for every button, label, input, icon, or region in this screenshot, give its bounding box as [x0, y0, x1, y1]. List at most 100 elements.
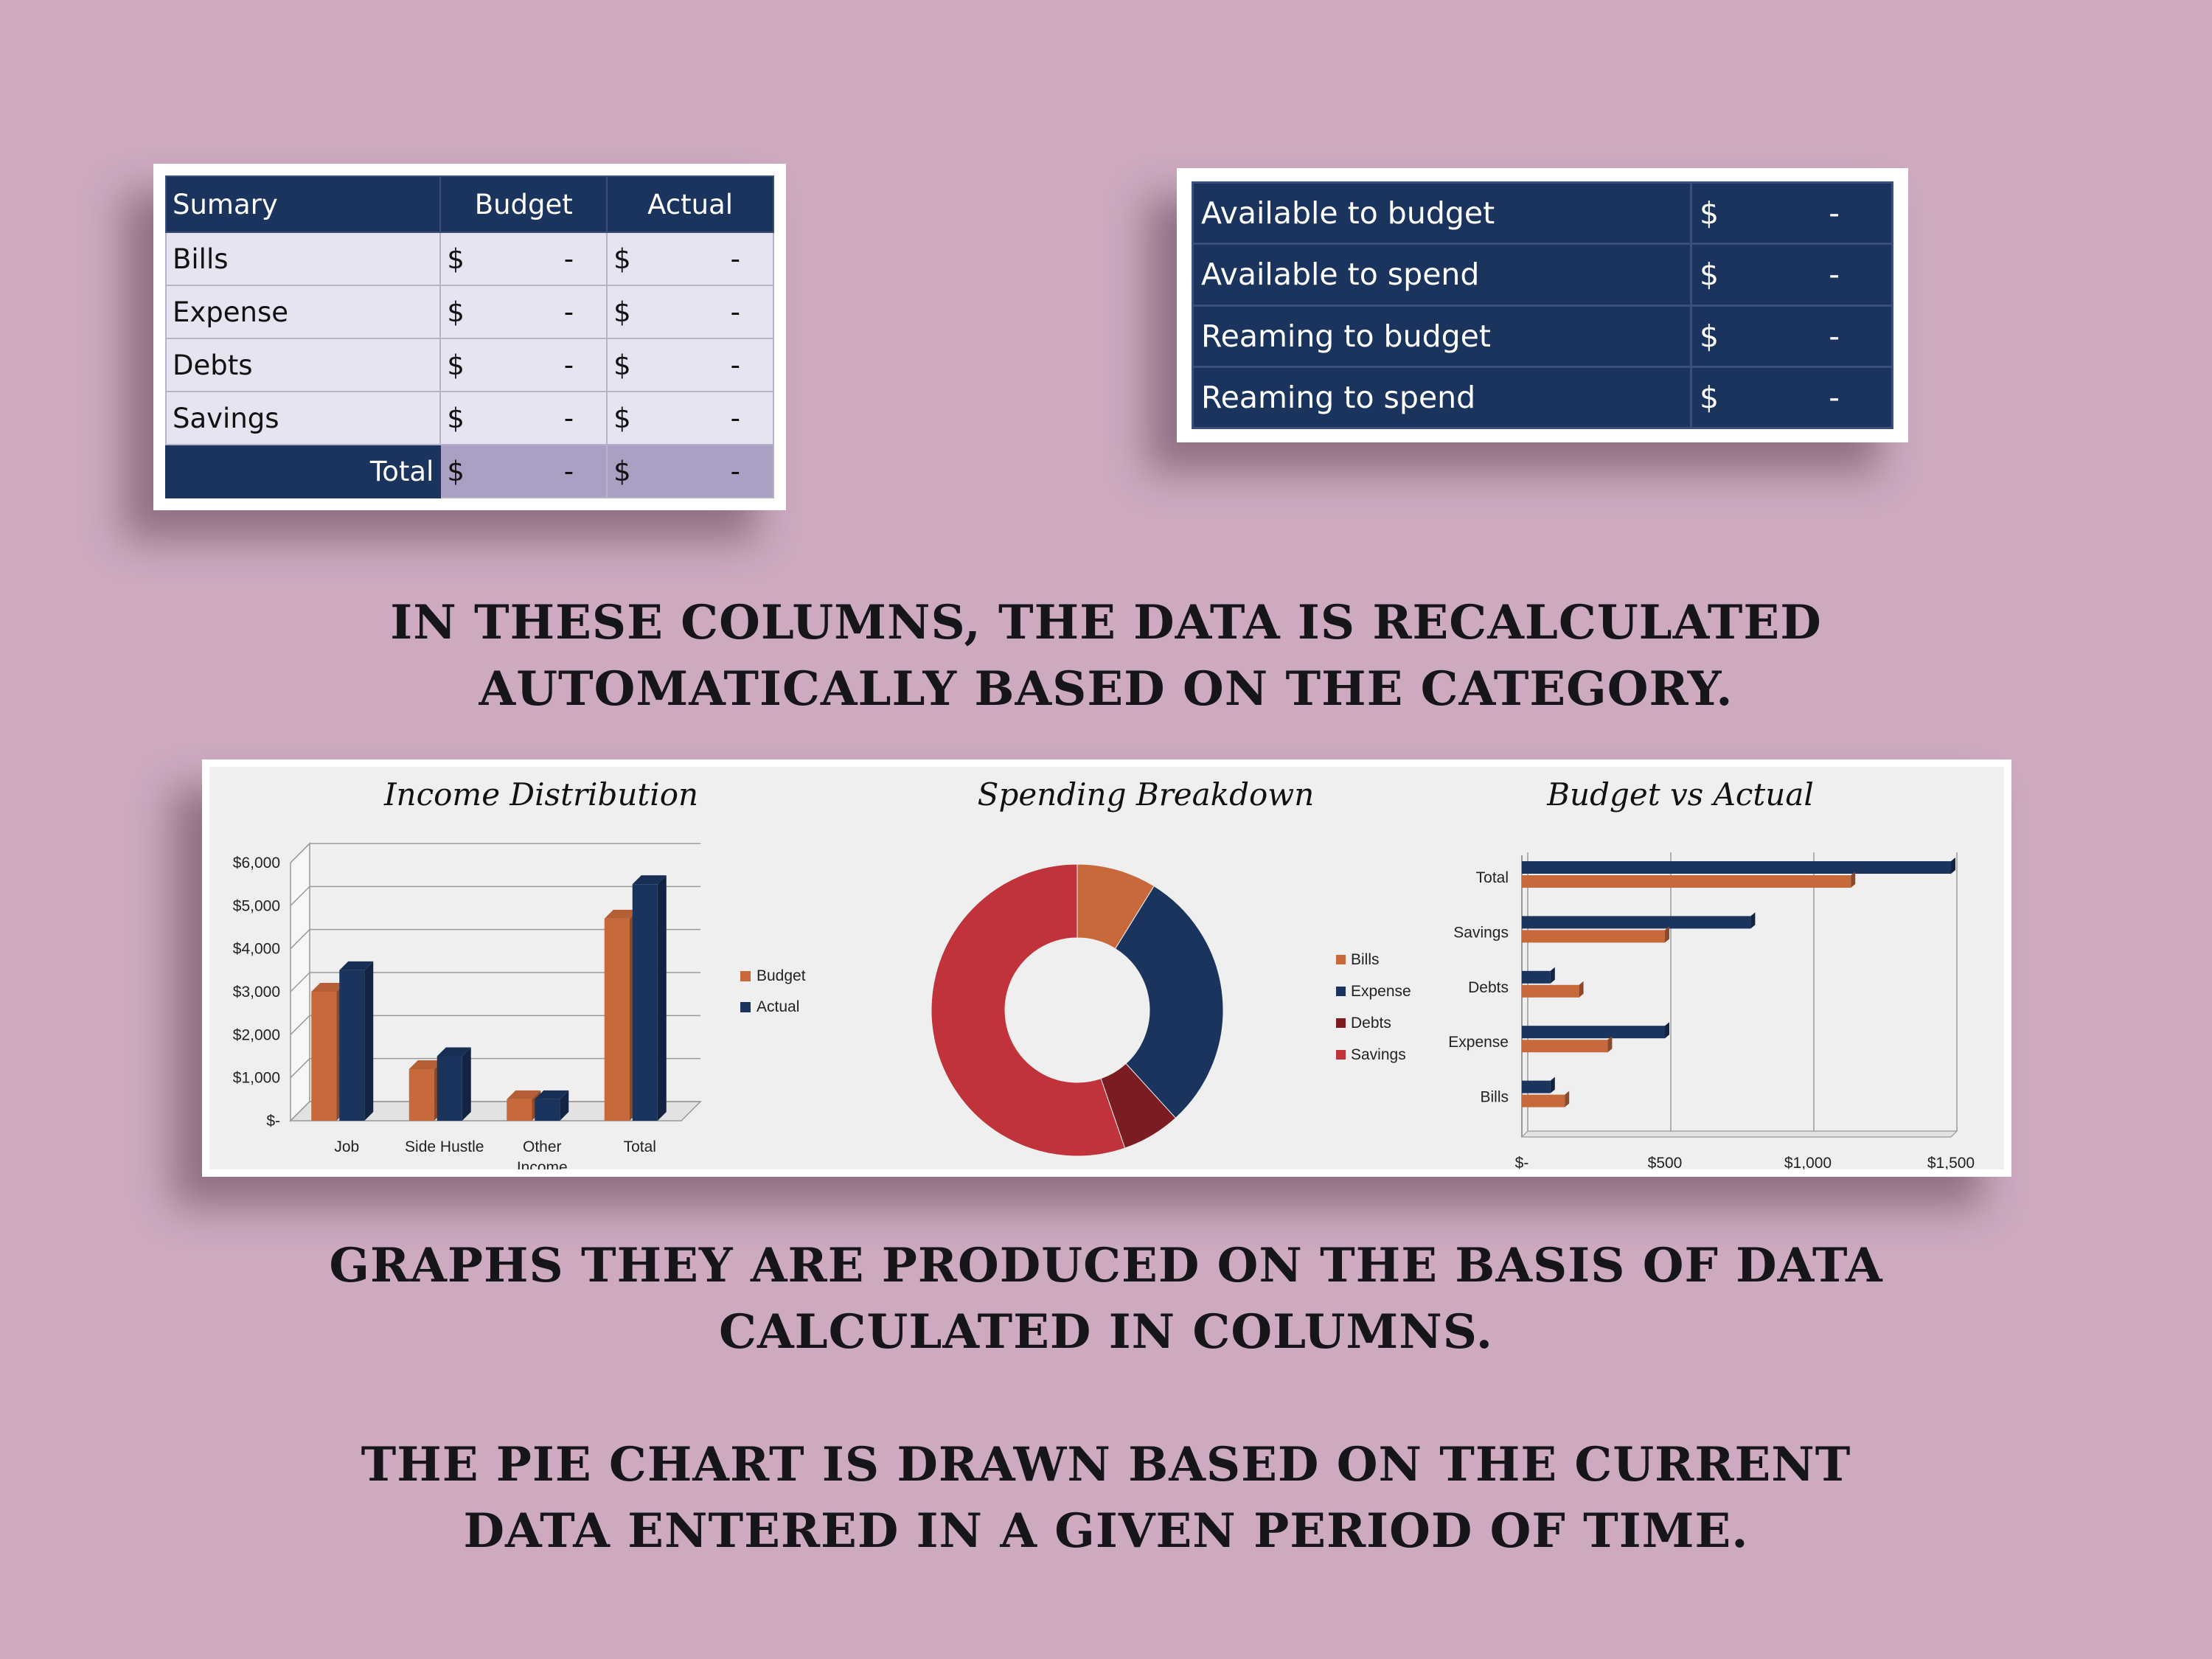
- bar-top: [507, 1090, 541, 1099]
- currency-symbol: $: [613, 455, 631, 487]
- floor: [1520, 1130, 1958, 1138]
- y-tick-label: Savings: [1453, 924, 1509, 941]
- summary-budget-cell[interactable]: $ -: [439, 232, 608, 286]
- summary-header-actual: Actual: [606, 175, 774, 233]
- bar-budget: [1522, 1040, 1608, 1053]
- summary-header-label: Sumary: [164, 175, 442, 233]
- x-tick-label: $-: [1515, 1155, 1529, 1169]
- chart-title: Income Distribution: [383, 776, 698, 813]
- legend-label: Savings: [1351, 1046, 1406, 1063]
- x-tick-label: $1,500: [1927, 1155, 1975, 1169]
- availability-row: Available to budget $ -: [1192, 181, 1893, 246]
- currency-symbol: $: [447, 243, 465, 275]
- bar-budget: [1522, 930, 1665, 943]
- caption-recalculation: IN THESE COLUMNS, THE DATA IS RECALCULAT…: [0, 590, 2212, 723]
- bar-budget: [1522, 1094, 1565, 1107]
- bar-budget: [1522, 875, 1851, 888]
- bar-actual: [632, 884, 658, 1121]
- summary-row-expense: Expense $ - $ -: [164, 285, 774, 339]
- summary-actual-cell[interactable]: $ -: [606, 232, 774, 286]
- charts-panel: Income Distribution $- $1,000 $2,000 $3,000 $…: [202, 759, 2011, 1177]
- availability-value: -: [1829, 257, 1840, 293]
- bar-side: [364, 961, 374, 1121]
- summary-actual-cell[interactable]: $ -: [606, 285, 774, 339]
- y-tick-label: $1,000: [233, 1070, 280, 1087]
- y-tick-label: $2,000: [233, 1026, 280, 1043]
- budget-value: -: [563, 243, 574, 275]
- currency-symbol: $: [1700, 379, 1719, 415]
- bar-top: [535, 1090, 569, 1099]
- summary-row-debts: Debts $ - $ -: [164, 338, 774, 392]
- currency-symbol: $: [613, 349, 631, 381]
- summary-actual-cell[interactable]: $ -: [606, 391, 774, 445]
- x-tick-label: $500: [1648, 1155, 1683, 1169]
- y-tick-label: $3,000: [233, 984, 280, 1001]
- summary-header-row: Sumary Budget Actual: [164, 175, 774, 233]
- bar-budget: [507, 1099, 532, 1121]
- summary-row-bills: Bills $ - $ -: [164, 232, 774, 286]
- bar-top: [632, 875, 667, 885]
- bar-side: [1951, 858, 1955, 874]
- availability-value: -: [1829, 318, 1840, 354]
- bar-side: [1565, 1091, 1570, 1107]
- summary-total-budget-cell: $ -: [439, 444, 608, 498]
- bar-side: [1550, 967, 1555, 984]
- bar-side: [1550, 1077, 1555, 1093]
- charts-canvas: Income Distribution $- $1,000 $2,000 $3,000 $…: [233, 776, 1975, 1169]
- y-tick-label: Total: [1476, 869, 1509, 886]
- caption-line: IN THESE COLUMNS, THE DATA IS RECALCULAT…: [390, 595, 1822, 650]
- summary-total-actual-cell: $ -: [606, 444, 774, 498]
- bar-side: [560, 1090, 569, 1121]
- bar-actual: [1522, 861, 1951, 874]
- budget-value: -: [563, 402, 574, 434]
- chart-title: Budget vs Actual: [1546, 776, 1814, 813]
- summary-table-card: Sumary Budget Actual Bills $ - $ - Expense…: [153, 164, 786, 510]
- spending-breakdown-chart: Spending Breakdown Bills Expense Debts Savin…: [931, 776, 1411, 1157]
- legend-swatch: [740, 1002, 751, 1012]
- availability-row: Reaming to spend $ -: [1192, 365, 1893, 430]
- budget-value: -: [563, 349, 574, 381]
- gridline: [290, 886, 700, 906]
- summary-budget-cell[interactable]: $ -: [439, 338, 608, 392]
- availability-label: Available to budget: [1192, 181, 1692, 246]
- gridline: [290, 1015, 700, 1035]
- summary-budget-cell[interactable]: $ -: [439, 285, 608, 339]
- caption-line: CALCULATED IN COLUMNS.: [719, 1304, 1493, 1360]
- bar-actual: [1522, 1080, 1551, 1093]
- availability-value: -: [1829, 195, 1840, 232]
- bar-top: [408, 1060, 443, 1069]
- bar-budget: [604, 918, 630, 1121]
- availability-label: Reaming to budget: [1192, 304, 1692, 368]
- y-tick-label: Bills: [1480, 1089, 1509, 1106]
- bar-budget: [408, 1069, 434, 1121]
- bar-top: [437, 1047, 471, 1057]
- bar-side: [1851, 872, 1856, 888]
- summary-budget-cell[interactable]: $ -: [439, 391, 608, 445]
- legend-label: Bills: [1351, 951, 1380, 968]
- chart-title: Spending Breakdown: [978, 776, 1315, 813]
- availability-table: Available to budget $ - Available to spen…: [1192, 181, 1893, 430]
- bar-top: [604, 909, 639, 919]
- gridline: [290, 972, 700, 992]
- availability-row: Available to spend $ -: [1192, 243, 1893, 307]
- legend-label: Budget: [757, 967, 806, 984]
- caption-line: AUTOMATICALLY BASED ON THE CATEGORY.: [479, 661, 1733, 717]
- legend-swatch: [1336, 1018, 1346, 1028]
- bar-actual: [1522, 970, 1551, 984]
- gridline: [290, 1057, 700, 1079]
- x-tick-label: Total: [624, 1138, 656, 1155]
- bar-side: [1750, 912, 1756, 929]
- legend-label: Actual: [757, 998, 799, 1015]
- summary-actual-cell[interactable]: $ -: [606, 338, 774, 392]
- currency-symbol: $: [613, 243, 631, 275]
- availability-value-cell: $ -: [1690, 304, 1893, 368]
- bar-side: [1607, 1036, 1613, 1053]
- bar-budget: [1522, 984, 1579, 998]
- bar-actual: [1522, 1026, 1665, 1039]
- bar-actual: [339, 970, 365, 1121]
- caption-line: THE PIE CHART IS DRAWN BASED ON THE CURR…: [361, 1437, 1851, 1492]
- currency-symbol: $: [613, 296, 631, 328]
- legend-swatch: [740, 971, 751, 981]
- actual-value: -: [730, 349, 740, 381]
- x-tick-label: $1,000: [1784, 1155, 1832, 1169]
